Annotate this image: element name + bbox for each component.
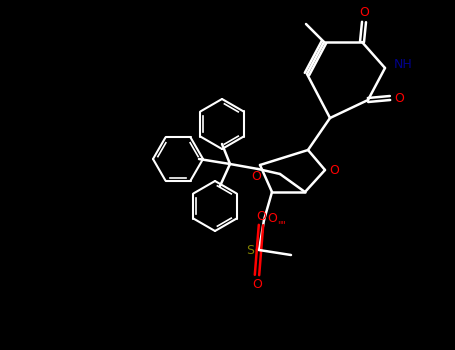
Text: O: O: [329, 163, 339, 176]
Text: O: O: [359, 7, 369, 20]
Text: NH: NH: [394, 58, 412, 71]
Text: O: O: [251, 169, 261, 182]
Text: O: O: [394, 91, 404, 105]
Text: O: O: [267, 211, 277, 224]
Text: O: O: [252, 278, 262, 290]
Text: S: S: [246, 244, 254, 257]
Text: "": "": [278, 220, 287, 230]
Text: O: O: [256, 210, 266, 223]
